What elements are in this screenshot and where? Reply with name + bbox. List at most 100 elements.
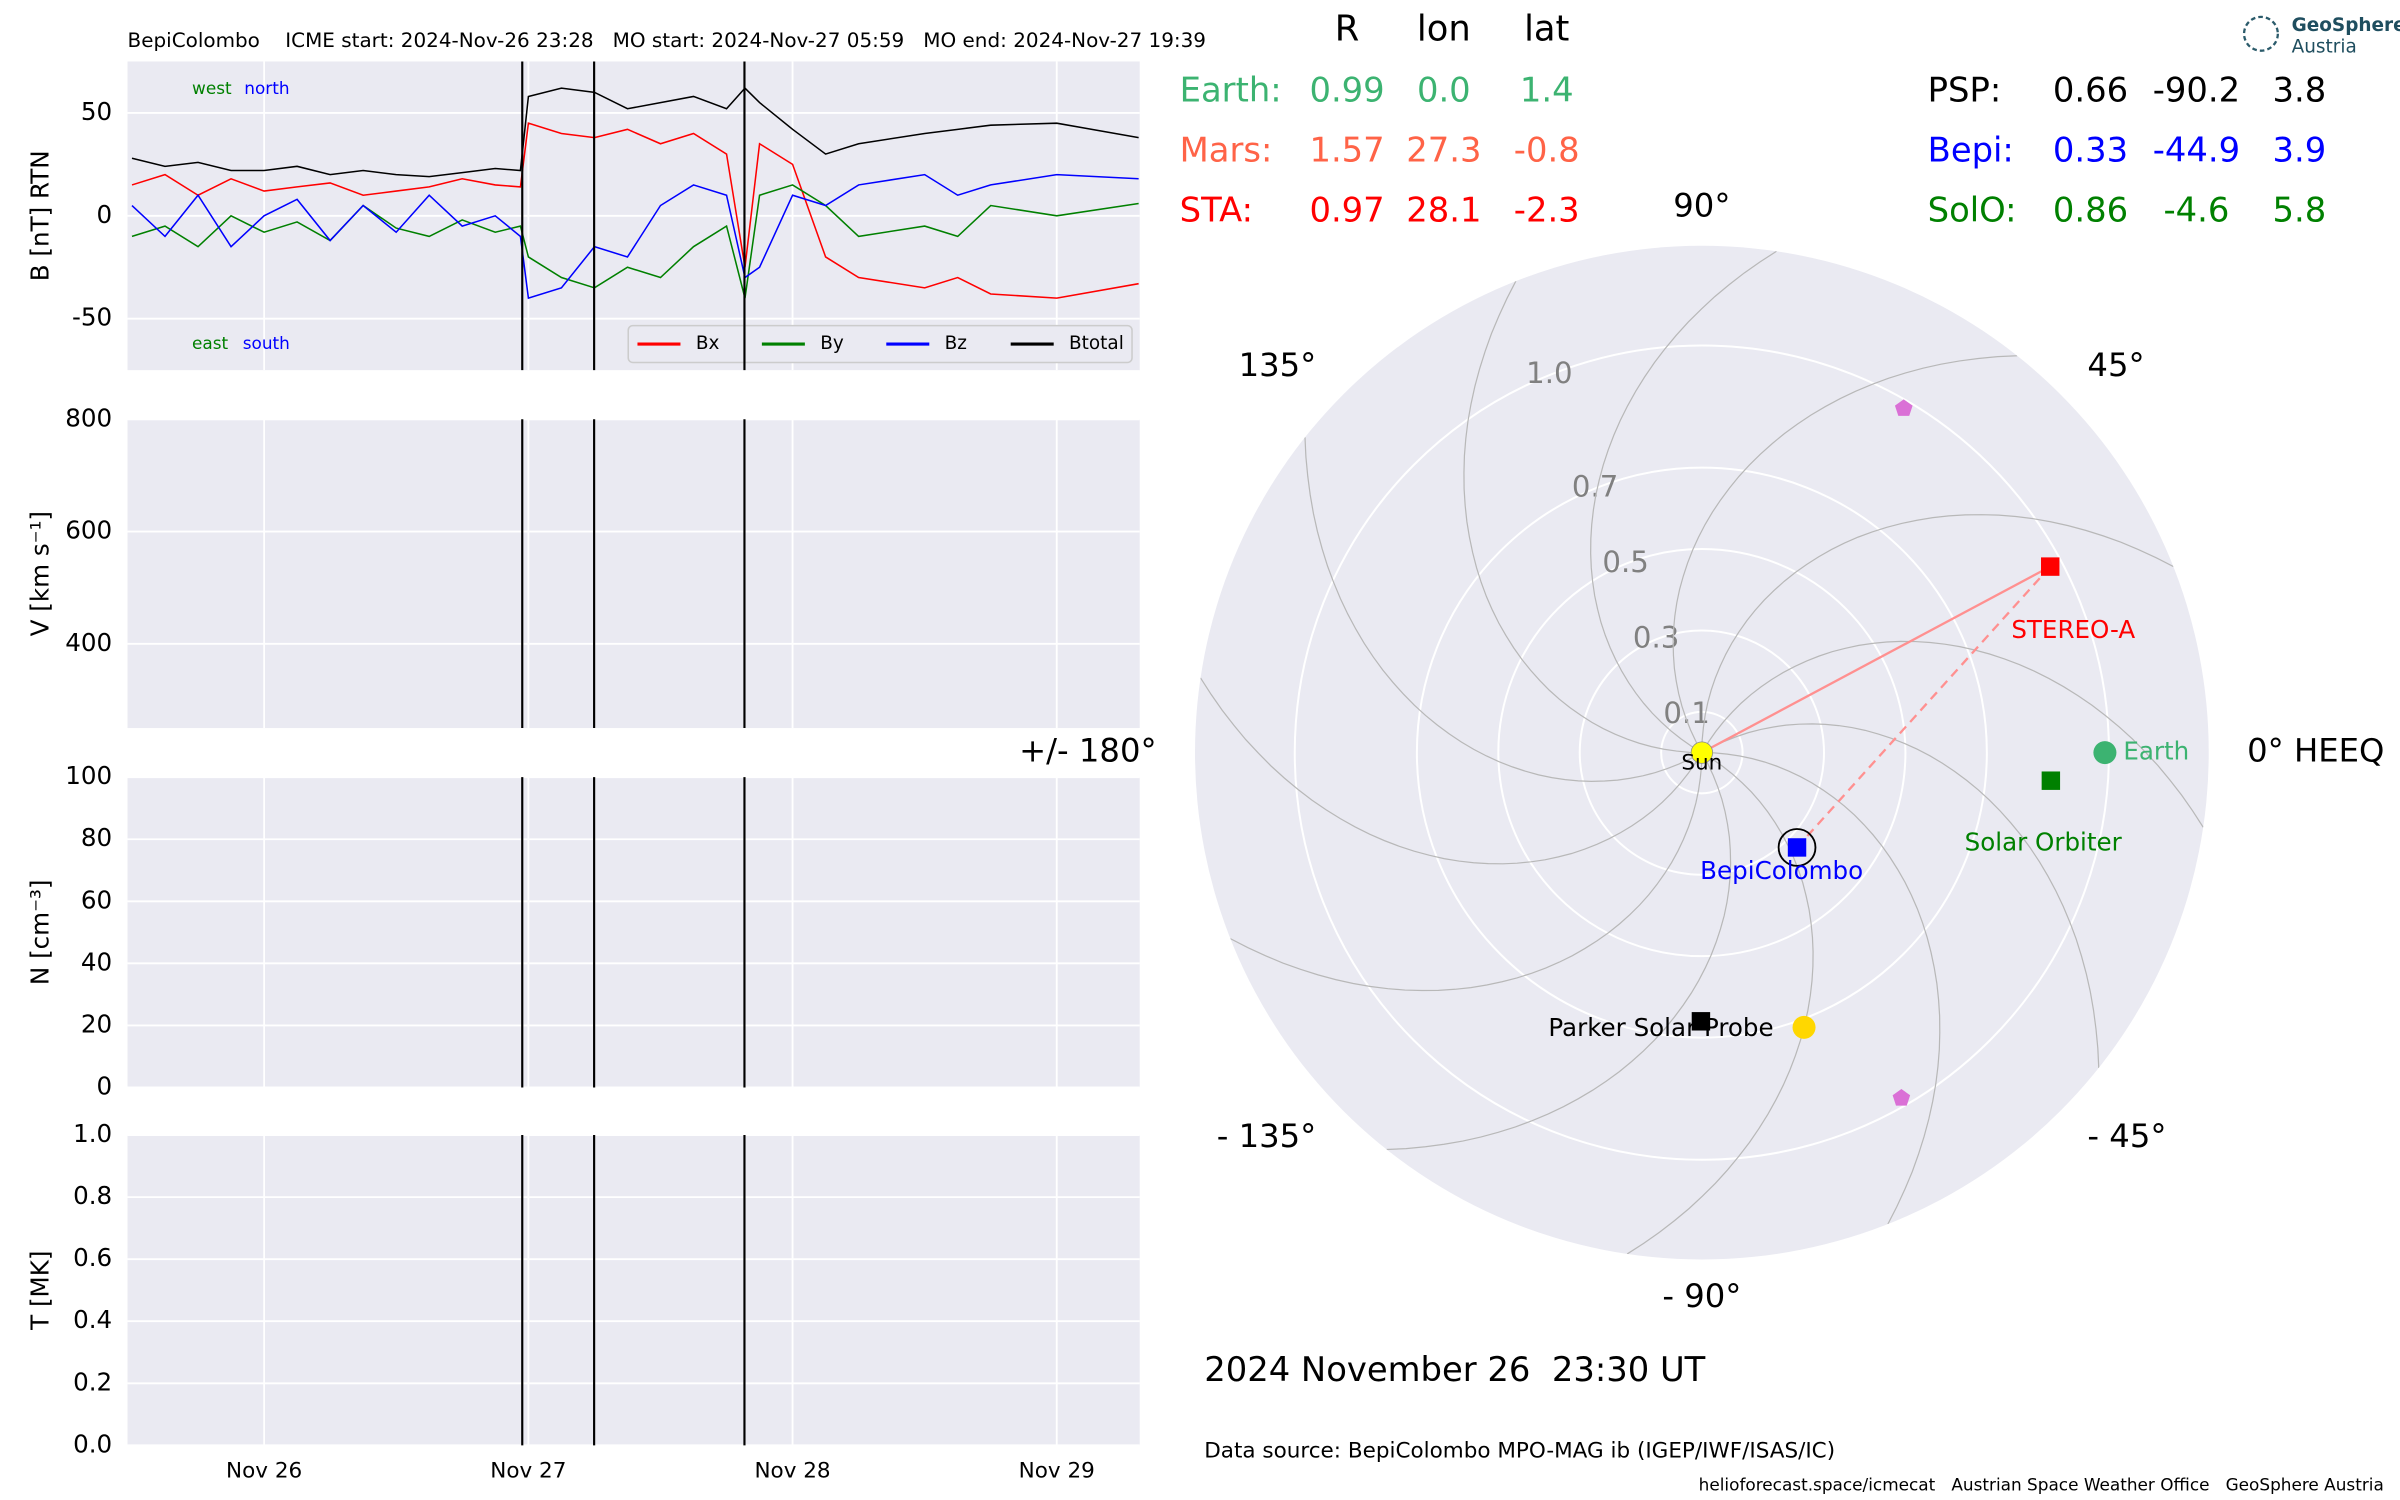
y-tick-label: 60 bbox=[81, 885, 112, 914]
legend-label: By bbox=[820, 333, 844, 354]
x-tick-label: Nov 27 bbox=[490, 1458, 566, 1483]
panel: Nov 26 Nov 27 Nov 28 Nov 29 0.0 0.2 0.4 0.6 0.8 1… bbox=[26, 1119, 1140, 1483]
table-value: 0.97 bbox=[1309, 190, 1384, 229]
angle-tick-label: 90° bbox=[1673, 186, 1730, 224]
footer: helioforecast.space/icmecat Austrian Spa… bbox=[1699, 1474, 2384, 1494]
series-line bbox=[131, 122, 1139, 299]
table-value: 1.4 bbox=[1520, 71, 1574, 110]
legend-box bbox=[627, 324, 1133, 364]
y-axis-label: V [km s⁻¹] bbox=[26, 511, 55, 636]
grid-ring bbox=[1660, 710, 1744, 795]
marker-label: Solar Orbiter bbox=[1965, 828, 2123, 857]
y-tick-label: 1.0 bbox=[73, 1119, 112, 1148]
table-value: -2.3 bbox=[1514, 190, 1580, 229]
bepi-ring bbox=[1777, 828, 1817, 867]
angle-tick-label: +/- 180° bbox=[1019, 732, 1156, 770]
table-value: 28.1 bbox=[1406, 190, 1481, 229]
plot-area bbox=[127, 419, 1140, 729]
y-tick-label: -50 bbox=[72, 303, 112, 332]
marker bbox=[1892, 1088, 1911, 1106]
annotation: east bbox=[192, 333, 229, 353]
r-tick-label: 0.3 bbox=[1633, 620, 1679, 654]
annotation: west bbox=[192, 78, 232, 98]
y-tick-label: 0.4 bbox=[73, 1305, 112, 1334]
spiral bbox=[1701, 723, 2100, 1068]
table-value: -4.6 bbox=[2163, 190, 2229, 229]
panel: 0 20 40 60 80 100 N [cm⁻³] bbox=[26, 761, 1140, 1100]
annotation: north bbox=[244, 78, 289, 98]
x-tick-label: Nov 29 bbox=[1019, 1458, 1095, 1483]
logo-text: GeoSphere bbox=[2292, 15, 2400, 36]
data-source: Data source: BepiColombo MPO-MAG ib (IGE… bbox=[1204, 1438, 1835, 1463]
angle-tick-label: 0° HEEQ bbox=[2247, 732, 2384, 770]
r-tick-label: 1.0 bbox=[1526, 356, 1572, 390]
marker bbox=[1894, 399, 1913, 416]
marker bbox=[2041, 771, 2061, 790]
table-name: Mars: bbox=[1180, 131, 1273, 170]
angle-tick-label: - 90° bbox=[1662, 1277, 1741, 1315]
y-tick-label: 0 bbox=[97, 200, 113, 229]
marker-label: Parker Solar Probe bbox=[1548, 1013, 1773, 1042]
table-name: PSP: bbox=[1928, 71, 2002, 110]
plot-area bbox=[127, 777, 1140, 1088]
y-axis-label: N [cm⁻³] bbox=[26, 880, 55, 986]
table-name: STA: bbox=[1180, 190, 1253, 229]
spiral bbox=[1626, 752, 1814, 1255]
logo-icon bbox=[2242, 15, 2279, 52]
y-tick-label: 400 bbox=[65, 628, 112, 657]
table-value: 0.0 bbox=[1417, 71, 1471, 110]
spiral bbox=[1463, 280, 1702, 754]
y-tick-label: 50 bbox=[81, 97, 112, 126]
legend-label: Bz bbox=[945, 333, 967, 354]
r-tick-label: 0.5 bbox=[1602, 545, 1648, 579]
table-value: 27.3 bbox=[1406, 131, 1481, 170]
marker bbox=[2093, 741, 2117, 765]
sun-label: Sun bbox=[1681, 750, 1722, 775]
table-value: -0.8 bbox=[1514, 131, 1580, 170]
logo-text: Austria bbox=[2292, 37, 2357, 58]
x-tick-label: Nov 28 bbox=[754, 1458, 830, 1483]
y-tick-label: 0.2 bbox=[73, 1367, 112, 1396]
legend-label: Bx bbox=[696, 333, 720, 354]
table-value: 0.33 bbox=[2053, 131, 2128, 170]
grid-ring bbox=[1415, 466, 1988, 1039]
angle-tick-label: 45° bbox=[2087, 346, 2144, 384]
table-header: R bbox=[1335, 9, 1360, 50]
spiral bbox=[1590, 250, 1777, 754]
marker-label: Earth bbox=[2123, 737, 2189, 766]
grid-ring bbox=[1578, 629, 1826, 876]
y-tick-label: 0.0 bbox=[73, 1429, 112, 1458]
series-line bbox=[131, 184, 1139, 299]
angle-tick-label: 135° bbox=[1239, 346, 1317, 384]
table-name: SolO: bbox=[1928, 190, 2017, 229]
table-value: 0.66 bbox=[2053, 71, 2128, 110]
connector bbox=[1796, 565, 2052, 849]
marker-label: BepiColombo bbox=[1700, 856, 1863, 885]
spiral bbox=[1672, 355, 2018, 753]
annotation: south bbox=[243, 333, 290, 353]
sun bbox=[1690, 741, 1714, 764]
plot-area bbox=[127, 1135, 1140, 1446]
y-tick-label: 600 bbox=[65, 516, 112, 545]
table-value: -90.2 bbox=[2153, 71, 2240, 110]
marker bbox=[1787, 838, 1807, 857]
spiral bbox=[1200, 677, 1703, 865]
spiral bbox=[1701, 751, 1941, 1225]
table-value: 3.8 bbox=[2272, 71, 2326, 110]
angle-tick-label: - 135° bbox=[1217, 1117, 1317, 1155]
table-value: 0.99 bbox=[1309, 71, 1384, 110]
y-tick-label: 800 bbox=[65, 403, 112, 432]
date: 2024 November 26 23:30 UT bbox=[1204, 1350, 1705, 1389]
table-name: Earth: bbox=[1180, 71, 1282, 110]
table-header: lat bbox=[1524, 9, 1569, 50]
marker-label: STEREO-A bbox=[2011, 615, 2135, 644]
table-value: 1.57 bbox=[1309, 131, 1384, 170]
logo: GeoSphere Austria bbox=[2242, 15, 2400, 58]
grid-ring bbox=[1497, 548, 1907, 958]
panel-title: BepiColombo ICME start: 2024-Nov-26 23:2… bbox=[128, 28, 1207, 52]
table-name: Bepi: bbox=[1928, 131, 2014, 170]
x-tick-label: Nov 26 bbox=[226, 1458, 302, 1483]
panel: 400 600 800 V [km s⁻¹] bbox=[26, 403, 1140, 729]
